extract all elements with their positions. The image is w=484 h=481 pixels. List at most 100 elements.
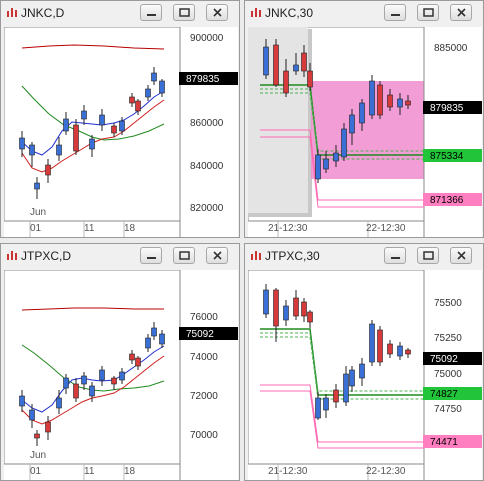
- candle-body: [81, 110, 87, 120]
- x-tick-label: 01: [30, 466, 42, 477]
- candle-body: [135, 100, 141, 112]
- candle-body: [293, 297, 299, 317]
- current-price-badge: [423, 101, 482, 114]
- green-level-badge: [423, 387, 482, 400]
- y-tick-label: 840000: [190, 161, 224, 172]
- x-tick-label: 18: [124, 466, 136, 477]
- candle-body: [73, 124, 79, 152]
- candle-body: [349, 114, 355, 134]
- close-button[interactable]: [450, 4, 472, 21]
- candle-body: [307, 311, 313, 323]
- candle-body: [369, 80, 375, 116]
- restore-button[interactable]: [417, 247, 439, 264]
- chart-svg[interactable]: 900000 860000 840000 820000 879835 Jun 0…: [3, 26, 238, 237]
- candle-body: [369, 323, 375, 363]
- candle-body: [159, 333, 165, 345]
- x-tick-label: 21-12:30: [268, 466, 308, 477]
- chart-app-icon: [7, 8, 17, 17]
- close-button[interactable]: [450, 247, 472, 264]
- candle-body: [273, 44, 279, 86]
- chart-area[interactable]: 75500 75250 75000 74750 75092 74827 7447…: [247, 269, 482, 480]
- window-title: JTPXC,30: [265, 249, 320, 263]
- candle-body: [315, 154, 321, 180]
- close-button[interactable]: [206, 4, 228, 21]
- pink-zone: [311, 81, 424, 179]
- minimize-icon: [391, 257, 400, 259]
- chart-window-jnkc-30min[interactable]: JNKC,30 885000 879835: [244, 0, 484, 238]
- x-month-label: Jun: [30, 450, 46, 461]
- chart-svg[interactable]: 75500 75250 75000 74750 75092 74827 7447…: [247, 269, 482, 480]
- restore-icon: [179, 251, 190, 260]
- candle-body: [377, 84, 383, 116]
- current-price-badge: [179, 72, 238, 85]
- candle-body: [135, 357, 141, 367]
- candle-body: [263, 46, 269, 76]
- chart-area[interactable]: 76000 74000 72000 70000 75092 Jun 01 11 …: [3, 269, 238, 480]
- x-tick-label: 22-12:30: [366, 466, 406, 477]
- candle-body: [159, 80, 165, 94]
- chart-window-jnkc-daily[interactable]: JNKC,D 900000 860000 840000 820000 87983…: [0, 0, 240, 238]
- chart-area[interactable]: 900000 860000 840000 820000 879835 Jun 0…: [3, 26, 238, 237]
- close-button[interactable]: [206, 247, 228, 264]
- y-tick-label: 75500: [434, 298, 462, 309]
- restore-button[interactable]: [173, 4, 195, 21]
- minimize-button[interactable]: [140, 247, 162, 264]
- candle-body: [119, 120, 125, 132]
- candle-body: [359, 102, 365, 124]
- candle-body: [99, 114, 105, 126]
- candle-body: [34, 433, 40, 439]
- pink-level-line: [260, 129, 424, 201]
- current-price-badge: [423, 352, 482, 365]
- y-tick-label: 75250: [434, 333, 462, 344]
- titlebar[interactable]: JTPXC,D: [1, 244, 239, 268]
- candle-body: [359, 363, 365, 379]
- titlebar[interactable]: JNKC,30: [245, 1, 483, 25]
- candle-body: [283, 305, 289, 321]
- current-price-badge: [179, 327, 238, 340]
- candle-body: [301, 52, 307, 72]
- candle-body: [307, 70, 313, 88]
- candle-body: [341, 128, 347, 158]
- minimize-icon: [147, 257, 156, 259]
- chart-area[interactable]: 885000 879835 875334 871366 21-12:30 22-…: [247, 26, 482, 237]
- candle-body: [397, 98, 403, 108]
- candle-body: [34, 182, 40, 190]
- y-tick-label: 75000: [434, 369, 462, 380]
- minimize-button[interactable]: [384, 4, 406, 21]
- candle-body: [145, 88, 151, 98]
- close-icon: [213, 8, 222, 17]
- candle-body: [397, 345, 403, 357]
- candle-body: [89, 385, 95, 397]
- x-month-label: Jun: [30, 207, 46, 218]
- minimize-button[interactable]: [384, 247, 406, 264]
- current-price-label: 75092: [430, 354, 458, 365]
- candles: [263, 284, 411, 420]
- chart-app-icon: [251, 251, 261, 260]
- window-title: JTPXC,D: [21, 249, 72, 263]
- chart-svg[interactable]: 885000 879835 875334 871366 21-12:30 22-…: [247, 26, 482, 237]
- candle-body: [293, 64, 299, 72]
- candle-body: [73, 383, 79, 399]
- candle-body: [377, 329, 383, 363]
- candle-body: [333, 152, 339, 162]
- chart-svg[interactable]: 76000 74000 72000 70000 75092 Jun 01 11 …: [3, 269, 238, 480]
- restore-button[interactable]: [417, 4, 439, 21]
- candles: [263, 39, 411, 183]
- minimize-button[interactable]: [140, 4, 162, 21]
- candle-body: [283, 70, 289, 94]
- x-tick-label: 11: [84, 466, 95, 477]
- restore-button[interactable]: [173, 247, 195, 264]
- candle-body: [99, 369, 105, 381]
- y-tick-label: 74000: [190, 352, 218, 363]
- titlebar[interactable]: JNKC,D: [1, 1, 239, 25]
- candle-body: [145, 337, 151, 349]
- titlebar[interactable]: JTPXC,30: [245, 244, 483, 268]
- y-tick-label: 860000: [190, 118, 224, 129]
- chart-window-jtpxc-daily[interactable]: JTPXC,D 76000 74000 72000 70000 75092 Ju…: [0, 243, 240, 481]
- y-tick-label: 820000: [190, 203, 224, 214]
- candle-body: [45, 164, 51, 176]
- pink-level-label: 871366: [430, 195, 464, 206]
- candles: [19, 67, 165, 199]
- candle-body: [111, 377, 117, 385]
- chart-window-jtpxc-30min[interactable]: JTPXC,30 75500 75250 75000 74750 75092 7…: [244, 243, 484, 481]
